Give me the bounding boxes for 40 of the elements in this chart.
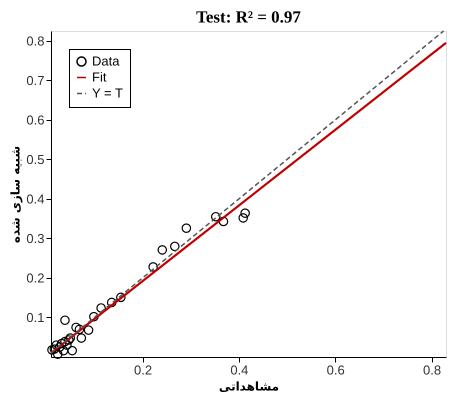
y-tick-label: 0.5 (26, 152, 44, 167)
point (58, 346, 68, 356)
point (60, 315, 70, 326)
point (157, 245, 168, 255)
point (182, 223, 192, 233)
x-tick-label: 0.8 (423, 362, 442, 378)
point (67, 346, 77, 356)
y-tick-label: 0.7 (26, 72, 44, 88)
point (240, 208, 250, 218)
y-axis-title: شبیه سازی شده (8, 146, 22, 244)
point (76, 333, 86, 343)
x-tick-label: 0.2 (134, 362, 152, 378)
point (84, 325, 94, 335)
point (47, 345, 57, 355)
point (60, 336, 70, 346)
point (71, 322, 81, 332)
legend-label: Y = T (92, 86, 124, 100)
y-tick-label: 0.2 (26, 270, 44, 286)
point (170, 242, 180, 252)
x-axis-title: مشاهداتی (218, 380, 280, 394)
point (74, 324, 84, 334)
y-tick-label: 0.8 (26, 33, 44, 48)
legend-label: Data (92, 54, 120, 68)
y-tick-label: 0.6 (26, 112, 44, 128)
point (238, 213, 248, 223)
point (96, 303, 106, 313)
y-tick-label: 0.3 (26, 230, 44, 246)
x-tick-label: 0.6 (326, 362, 345, 378)
point (218, 216, 228, 226)
y-tick-label: 0.4 (26, 191, 44, 206)
x-tick-label: 0.4 (230, 362, 248, 378)
y-tick-label: 0.1 (26, 310, 44, 325)
point (148, 262, 158, 272)
legend-label: Fit (92, 70, 107, 84)
point (210, 212, 221, 222)
point (89, 312, 99, 322)
point (116, 292, 126, 302)
point (106, 298, 116, 308)
point (52, 340, 62, 350)
chart-title: Test: R² = 0.97 (196, 7, 302, 26)
